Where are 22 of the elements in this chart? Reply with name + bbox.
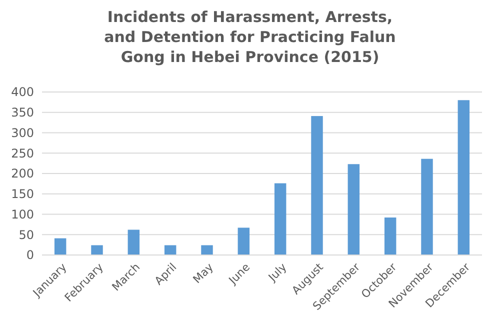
- y-tick-label: 350: [11, 106, 34, 120]
- bar: [421, 158, 433, 255]
- y-tick-label: 150: [11, 187, 34, 202]
- bar: [238, 228, 250, 255]
- bar: [458, 100, 470, 255]
- bar: [274, 183, 286, 255]
- y-tick-label: 50: [18, 228, 34, 242]
- y-tick-label: 100: [11, 207, 34, 222]
- y-tick-label: 300: [11, 126, 34, 140]
- y-tick-label: 400: [11, 85, 34, 100]
- bar: [164, 245, 176, 255]
- bar: [91, 245, 103, 255]
- bar: [201, 245, 213, 255]
- bar: [128, 230, 140, 255]
- y-tick-label: 200: [11, 166, 34, 181]
- y-tick-label: 0: [26, 248, 34, 262]
- bar: [54, 238, 66, 255]
- bar: [348, 164, 360, 255]
- bar: [311, 116, 323, 255]
- y-tick-label: 250: [11, 146, 34, 160]
- chart-title: Incidents of Harassment, Arrests, and Detention for Practicing Falun Gong in Hebei Province (2015): [104, 8, 396, 66]
- bar: [384, 218, 396, 255]
